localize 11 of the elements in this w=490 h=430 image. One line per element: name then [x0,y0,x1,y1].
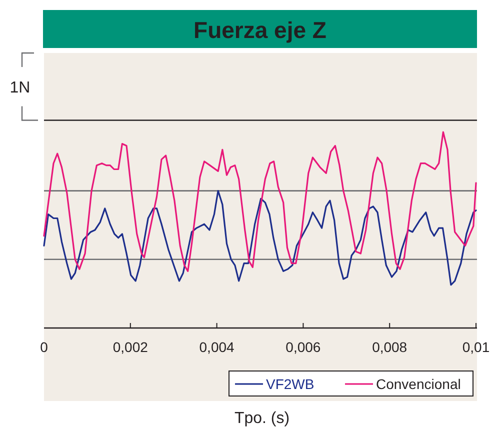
legend-label: VF2WB [266,376,314,392]
x-tick-label: 0,01 [462,339,490,355]
x-axis-title: Tpo. (s) [234,410,290,427]
text: 1N [10,80,30,97]
x-tick-label: 0,008 [372,339,408,355]
x-tick-label: 0,002 [112,339,148,355]
chart-title: Fuerza eje Z [194,17,326,43]
x-tick-label: 0,004 [199,339,235,355]
x-tick-label: 0,006 [286,339,321,355]
legend-label: Convencional [376,376,461,392]
x-tick-label: 0 [40,339,48,355]
